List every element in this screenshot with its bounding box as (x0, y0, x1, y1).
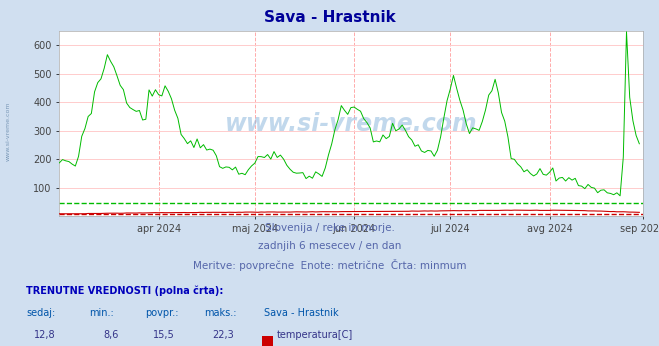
Text: Sava - Hrastnik: Sava - Hrastnik (264, 308, 338, 318)
Text: 15,5: 15,5 (153, 330, 175, 340)
Text: maks.:: maks.: (204, 308, 237, 318)
Text: sedaj:: sedaj: (26, 308, 55, 318)
Text: www.si-vreme.com: www.si-vreme.com (225, 112, 477, 136)
Bar (262, 336, 273, 346)
Text: 12,8: 12,8 (34, 330, 56, 340)
Text: 22,3: 22,3 (212, 330, 234, 340)
Text: Slovenija / reke in morje.: Slovenija / reke in morje. (264, 223, 395, 233)
Text: zadnjih 6 mesecev / en dan: zadnjih 6 mesecev / en dan (258, 241, 401, 251)
Text: povpr.:: povpr.: (145, 308, 179, 318)
Text: www.si-vreme.com: www.si-vreme.com (5, 102, 11, 161)
Text: 8,6: 8,6 (103, 330, 119, 340)
Text: min.:: min.: (89, 308, 114, 318)
Text: temperatura[C]: temperatura[C] (277, 330, 353, 340)
Text: Meritve: povprečne  Enote: metrične  Črta: minmum: Meritve: povprečne Enote: metrične Črta:… (192, 259, 467, 271)
Text: Sava - Hrastnik: Sava - Hrastnik (264, 10, 395, 25)
Text: TRENUTNE VREDNOSTI (polna črta):: TRENUTNE VREDNOSTI (polna črta): (26, 285, 224, 296)
